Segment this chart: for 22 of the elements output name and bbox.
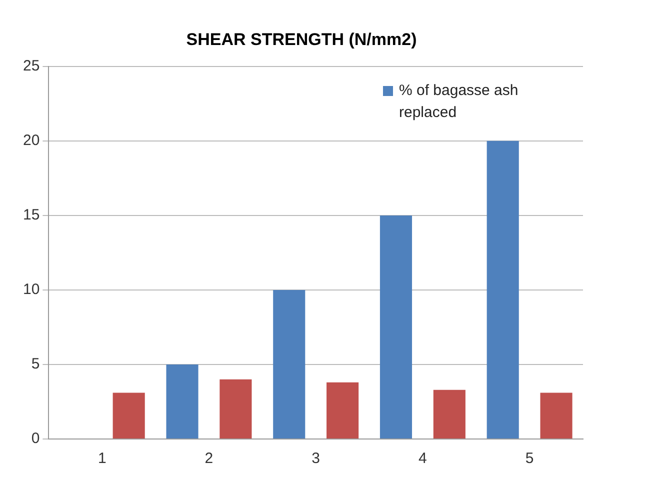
x-tick-label: 5 [525, 450, 534, 468]
y-tick-label: 15 [22, 206, 40, 224]
chart-title: SHEAR STRENGTH (N/mm2) [186, 30, 417, 49]
y-tick-label: 20 [22, 132, 40, 150]
x-tick-label: 4 [418, 450, 427, 468]
bar [112, 392, 145, 438]
bar [540, 392, 572, 438]
legend-label: % of bagasse ash replaced [399, 81, 520, 124]
y-tick-label: 10 [22, 281, 40, 298]
y-tick-label: 0 [31, 430, 40, 448]
y-tick-label: 25 [22, 58, 40, 75]
bar [273, 290, 306, 438]
bar [433, 390, 466, 438]
x-tick-label: 2 [204, 450, 214, 468]
x-tick-label: 1 [98, 450, 106, 468]
y-tick-label: 5 [31, 356, 40, 373]
x-tick-label: 3 [312, 450, 320, 468]
bar [486, 140, 519, 438]
bar [220, 379, 252, 438]
bar [326, 382, 359, 438]
bar [380, 215, 412, 438]
bar [166, 364, 198, 438]
